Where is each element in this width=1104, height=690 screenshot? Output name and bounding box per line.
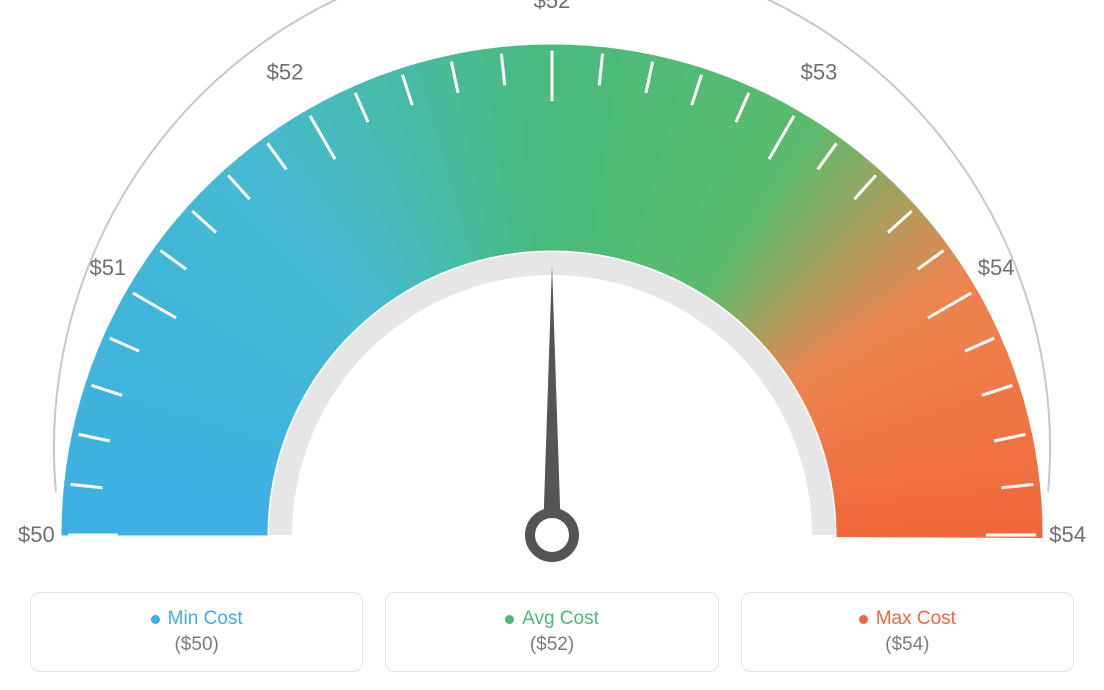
tick-label: $54 <box>1049 522 1086 547</box>
legend-card-1: Avg Cost ($52) <box>385 592 718 672</box>
legend-dot <box>505 615 514 624</box>
tick-label: $53 <box>801 60 838 85</box>
legend-label: Avg Cost <box>522 608 599 630</box>
gauge-needle-hub <box>530 513 574 557</box>
legend-dot <box>859 615 868 624</box>
legend-value: ($50) <box>174 634 218 656</box>
legend-dot <box>151 615 160 624</box>
legend-row: Min Cost ($50) Avg Cost ($52) Max Cost ($54) <box>30 592 1074 672</box>
tick-label: $52 <box>267 60 304 85</box>
legend-value: ($52) <box>530 634 574 656</box>
cost-gauge-chart: $50 $51 $52 $52 $53 $54 $54 Min Cost ($50) Avg C… <box>0 0 1104 690</box>
tick-label: $50 <box>18 522 55 547</box>
legend-card-2: Max Cost ($54) <box>741 592 1074 672</box>
gauge-area: $50 $51 $52 $52 $53 $54 $54 <box>0 0 1104 570</box>
gauge-needle <box>543 265 561 535</box>
tick-label: $54 <box>978 255 1015 280</box>
legend-value: ($54) <box>885 634 929 656</box>
gauge-svg: $50 $51 $52 $52 $53 $54 $54 <box>0 0 1104 570</box>
legend-label: Max Cost <box>876 608 956 630</box>
tick-label: $52 <box>534 0 571 13</box>
tick-label: $51 <box>90 255 127 280</box>
legend-label-row: Max Cost <box>859 608 956 630</box>
legend-label-row: Min Cost <box>151 608 243 630</box>
legend-label: Min Cost <box>168 608 243 630</box>
legend-card-0: Min Cost ($50) <box>30 592 363 672</box>
legend-label-row: Avg Cost <box>505 608 599 630</box>
